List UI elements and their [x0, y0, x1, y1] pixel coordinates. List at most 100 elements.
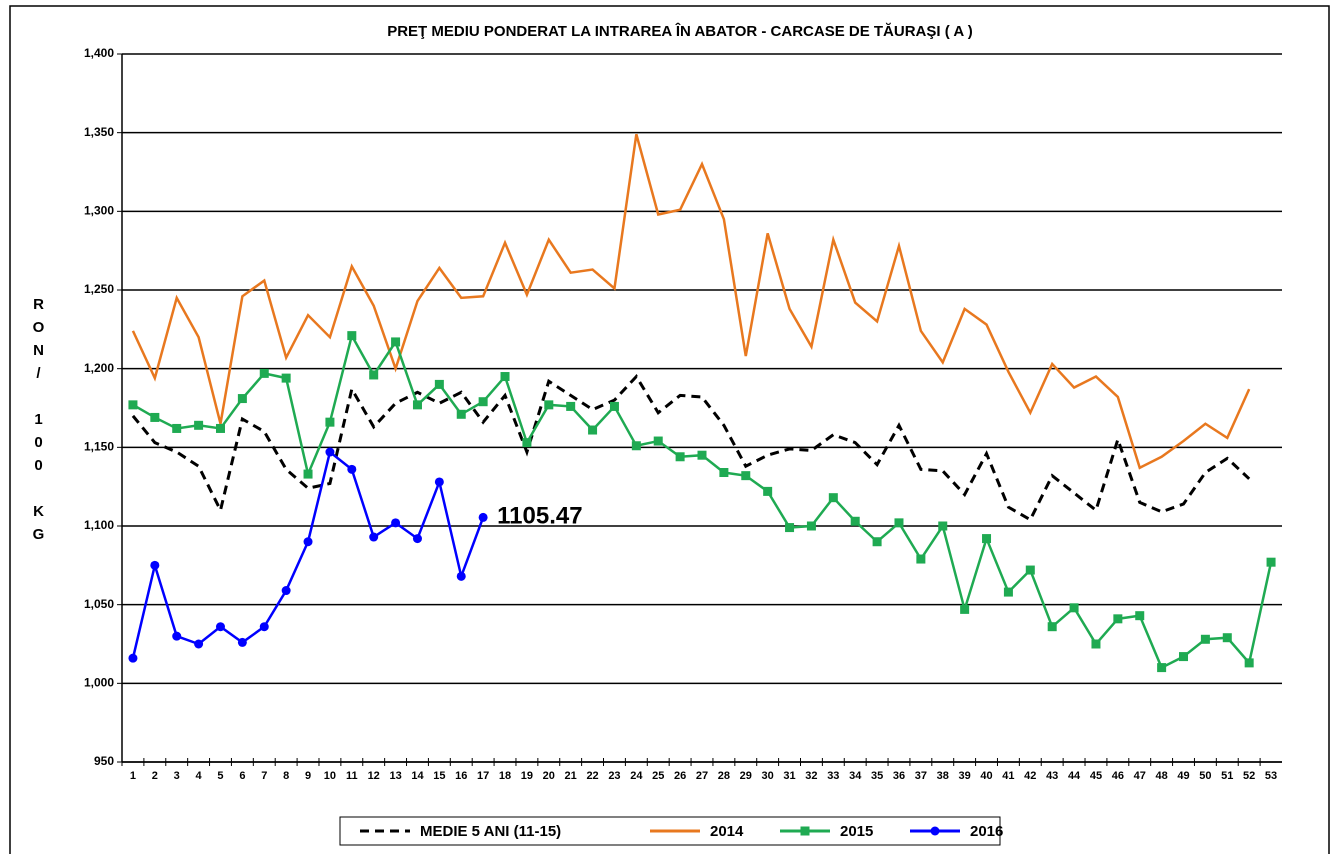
point — [412, 400, 422, 410]
x-tick-label: 17 — [477, 770, 489, 782]
chart-title: PREŢ MEDIU PONDERAT LA INTRAREA ÎN ABATO… — [387, 22, 973, 40]
point — [1047, 622, 1057, 632]
x-tick-label: 53 — [1265, 770, 1277, 782]
x-tick-label: 49 — [1177, 770, 1189, 782]
series-line — [132, 332, 1273, 670]
x-tick-label: 37 — [915, 770, 927, 782]
point — [609, 401, 619, 411]
x-tick-label: 22 — [586, 770, 598, 782]
point — [697, 450, 707, 460]
x-tick-label: 34 — [849, 770, 862, 782]
point — [872, 537, 882, 547]
point — [938, 521, 948, 531]
x-tick-label: 33 — [827, 770, 839, 782]
point — [259, 368, 269, 378]
point — [259, 622, 269, 632]
point — [763, 486, 773, 496]
point — [347, 464, 357, 474]
x-tick-label: 7 — [261, 770, 267, 782]
series-line — [131, 449, 485, 659]
x-tick-label: 2 — [152, 770, 158, 782]
point — [1157, 663, 1167, 673]
x-tick-label: 38 — [937, 770, 949, 782]
x-tick-label: 12 — [368, 770, 380, 782]
x-tick-label: 14 — [411, 770, 424, 782]
point — [719, 468, 729, 478]
point — [456, 409, 466, 419]
x-tick-label: 50 — [1199, 770, 1211, 782]
x-tick-label: 29 — [740, 770, 752, 782]
point — [894, 518, 904, 528]
point — [631, 441, 641, 451]
x-tick-label: 47 — [1134, 770, 1146, 782]
point — [1244, 658, 1254, 668]
y-tick-label: 1,200 — [84, 361, 114, 375]
x-tick-label: 36 — [893, 770, 905, 782]
legend-label: 2016 — [970, 823, 1003, 840]
point — [369, 370, 379, 380]
point — [325, 417, 335, 427]
point — [1266, 557, 1276, 567]
point — [478, 397, 488, 407]
point — [960, 604, 970, 614]
x-tick-label: 5 — [217, 770, 223, 782]
point — [1113, 614, 1123, 624]
y-tick-label: 1,000 — [84, 676, 114, 690]
point — [172, 631, 182, 641]
y-tick-label: 1,250 — [84, 282, 114, 296]
point — [478, 512, 488, 522]
point — [1222, 633, 1232, 643]
point — [500, 372, 510, 382]
x-tick-label: 48 — [1155, 770, 1167, 782]
point — [544, 400, 554, 410]
point — [194, 639, 204, 649]
point — [850, 516, 860, 526]
point — [150, 560, 160, 570]
x-tick-label: 6 — [239, 770, 245, 782]
point — [347, 331, 357, 341]
point — [1135, 611, 1145, 621]
x-tick-label: 26 — [674, 770, 686, 782]
point — [456, 571, 466, 581]
point — [828, 493, 838, 503]
x-tick-label: 16 — [455, 770, 467, 782]
x-tick-label: 46 — [1112, 770, 1124, 782]
x-tick-label: 43 — [1046, 770, 1058, 782]
y-tick-label: 1,050 — [84, 597, 114, 611]
point — [1091, 639, 1101, 649]
point — [1069, 603, 1079, 613]
point — [434, 477, 444, 487]
point — [434, 379, 444, 389]
legend-label: 2015 — [840, 823, 873, 840]
point — [391, 337, 401, 347]
y-tick-label: 1,300 — [84, 204, 114, 218]
point — [412, 534, 422, 544]
point — [741, 471, 751, 481]
x-tick-label: 28 — [718, 770, 730, 782]
legend-label: 2014 — [710, 823, 744, 840]
x-tick-label: 23 — [608, 770, 620, 782]
x-tick-label: 51 — [1221, 770, 1233, 782]
y-tick-label: 1,150 — [84, 440, 114, 454]
point — [916, 554, 926, 564]
y-tick-label: 1,350 — [84, 125, 114, 139]
x-tick-label: 18 — [499, 770, 511, 782]
point — [1003, 587, 1013, 597]
point — [128, 400, 138, 410]
point — [1025, 565, 1035, 575]
point — [566, 401, 576, 411]
point — [128, 653, 138, 663]
x-tick-label: 13 — [389, 770, 401, 782]
annotation: 1105.47 — [497, 503, 582, 530]
point — [194, 420, 204, 430]
x-tick-label: 1 — [130, 770, 136, 782]
point — [806, 521, 816, 531]
y-tick-label: 1,400 — [84, 46, 114, 60]
point — [785, 523, 795, 533]
point — [303, 469, 313, 479]
point — [588, 425, 598, 435]
x-tick-label: 32 — [805, 770, 817, 782]
point — [281, 373, 291, 383]
x-tick-label: 40 — [980, 770, 992, 782]
